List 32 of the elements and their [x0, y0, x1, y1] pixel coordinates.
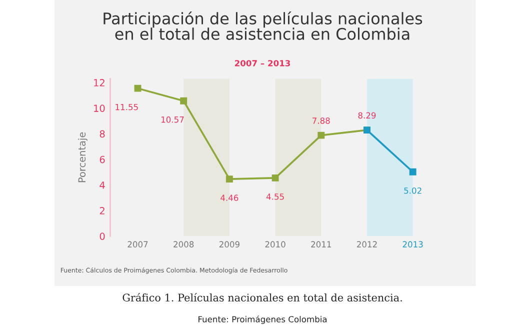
point [318, 132, 325, 139]
point [134, 84, 142, 92]
x-tick-label: 2011 [311, 241, 331, 248]
data-label: 4.46 [220, 194, 238, 201]
x-tick-label: 2008 [174, 241, 194, 248]
x-tick-label: 2007 [128, 241, 148, 248]
y-tick-label: 6 [100, 156, 105, 164]
y-tick-label: 12 [94, 79, 104, 86]
point [180, 97, 188, 104]
data-label: 11.55 [116, 104, 138, 110]
point [226, 176, 233, 183]
x-tick-label: 2013 [402, 241, 423, 248]
source-note: Fuente: Proimágenes Colombia [198, 316, 327, 324]
data-label: 7.88 [312, 118, 330, 124]
point [272, 174, 279, 182]
data-label: 10.57 [161, 116, 184, 123]
x-tick-label: 2009 [219, 241, 240, 248]
y-tick-label: 0 [100, 232, 105, 240]
y-tick-label: 4 [100, 182, 105, 189]
x-tick-label: 2010 [265, 241, 286, 248]
y-tick-label: 8 [100, 130, 105, 138]
y-tick-label: 10 [94, 104, 105, 112]
point [409, 168, 416, 176]
data-label: 4.55 [266, 194, 284, 200]
data-label: 5.02 [404, 187, 422, 194]
text: Gráfico 1. Películas nacionales en total de asistencia. [122, 293, 402, 302]
data-label: 8.29 [358, 112, 376, 119]
y-axis-title: Porcentaje [78, 132, 88, 182]
chart-subtitle: 2007 – 2013 [234, 60, 290, 66]
chart-title: Participación de las películas nacionales en el total de asistencia en Colombia [104, 11, 422, 40]
y-tick-label: 2 [100, 207, 104, 214]
x-tick-label: 2012 [356, 241, 377, 248]
